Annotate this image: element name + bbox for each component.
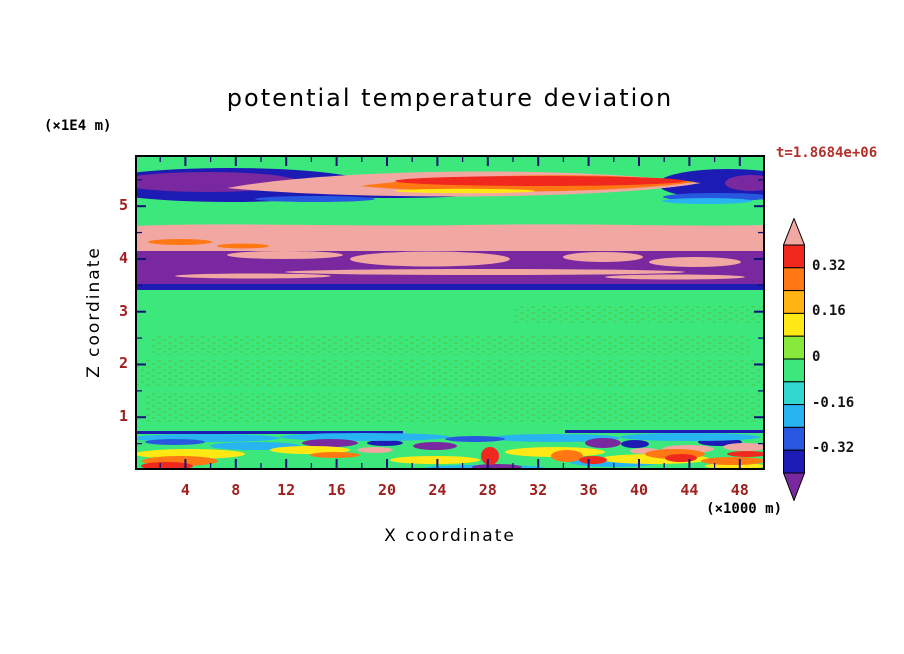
colorbar-segment [783, 358, 805, 383]
colorbar-label: 0.16 [812, 303, 846, 320]
colorbar-segment [783, 290, 805, 314]
field-salmon-band-orange-bits [148, 239, 269, 249]
colorbar-segment [783, 381, 805, 406]
x-axis-unit-label: (×1000 m) [706, 501, 782, 517]
z-tick-label: 5 [118, 196, 128, 215]
x-tick-label: 4 [180, 481, 190, 499]
x-tick-label: 44 [680, 481, 699, 499]
x-tick-label: 48 [730, 481, 749, 499]
z-tick-label: 1 [118, 407, 128, 426]
x-tick-label: 16 [327, 481, 346, 499]
time-annotation: t=1.8684e+06 [776, 145, 878, 161]
x-tick-label: 12 [277, 481, 296, 499]
page-title: potential temperature deviation [226, 84, 674, 112]
x-axis-title: X coordinate [384, 526, 516, 546]
y-axis-unit-label: (×1E4 m) [44, 118, 112, 134]
colorbar-label: -0.16 [812, 394, 855, 411]
colorbar [783, 218, 805, 501]
x-tick-label: 36 [579, 481, 598, 499]
x-tick-label: 28 [478, 481, 497, 499]
field-top-yellow-fringe [395, 188, 535, 194]
field-purple-band-salmon-streaks [175, 251, 745, 280]
field-top-red-core [395, 176, 685, 186]
colorbar-label: 0.32 [812, 257, 846, 274]
field-top-cyan [662, 198, 752, 204]
z-tick-label: 3 [118, 301, 128, 320]
colorbar-segment [783, 267, 805, 292]
colorbar-top-tip [783, 218, 805, 246]
z-tick-label: 2 [118, 354, 128, 373]
axis-ticks [137, 157, 763, 468]
x-tick-label: 24 [428, 481, 447, 499]
colorbar-segment [783, 404, 805, 428]
colorbar-segment [783, 426, 805, 451]
colorbar-segment [783, 244, 805, 269]
colorbar-label: -0.32 [812, 440, 855, 457]
x-tick-label: 40 [629, 481, 649, 499]
colorbar-label: 0 [812, 349, 821, 365]
colorbar-bottom-tip [783, 472, 805, 501]
x-tick-label: 8 [231, 481, 241, 499]
z-tick-label: 4 [118, 248, 128, 267]
x-tick-label: 32 [529, 481, 548, 499]
x-tick-label: 20 [377, 481, 397, 499]
colorbar-segment [783, 312, 805, 337]
field-speckle-texture [135, 305, 765, 423]
plot-frame [135, 155, 765, 470]
contour-plot [135, 155, 765, 470]
field-salmon-band [135, 224, 765, 251]
colorbar-segment [783, 335, 805, 360]
colorbar-segment [783, 449, 805, 474]
field-bl-blue [145, 436, 505, 445]
